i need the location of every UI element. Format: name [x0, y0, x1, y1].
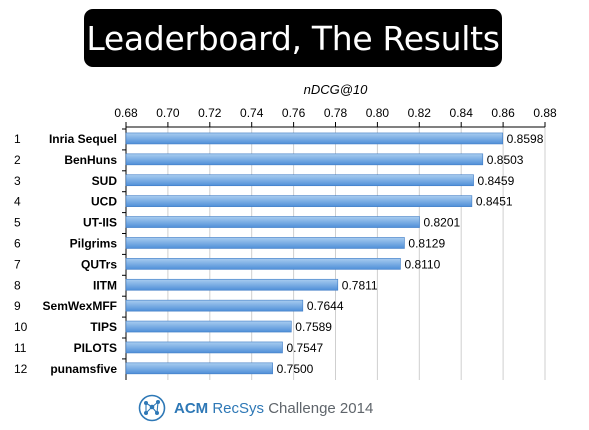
- page-title: Leaderboard, The Results: [86, 18, 500, 58]
- footer-branding: ACM RecSys Challenge 2014: [138, 393, 373, 423]
- x-tick-label: 0.88: [533, 106, 557, 120]
- bar: [125, 216, 420, 228]
- value-label: 0.7589: [295, 320, 332, 334]
- category-label: UT-IIS: [83, 216, 117, 230]
- rank-label: 7: [14, 257, 21, 271]
- value-label: 0.8598: [507, 132, 544, 146]
- bar: [125, 258, 401, 270]
- category-label: SemWexMFF: [43, 299, 117, 313]
- footer-text: ACM RecSys Challenge 2014: [174, 400, 373, 417]
- x-tick-label: 0.72: [198, 106, 222, 120]
- grid-lines: [125, 127, 546, 380]
- footer-challenge: Challenge 2014: [268, 399, 374, 417]
- value-label: 0.8110: [404, 257, 440, 271]
- footer-recsys: RecSys: [212, 399, 265, 417]
- x-tick-label: 0.80: [366, 106, 390, 120]
- x-axis-title: nDCG@10: [304, 82, 369, 97]
- x-tick-label: 0.70: [156, 106, 180, 120]
- rank-label: 11: [14, 341, 27, 355]
- rank-label: 6: [14, 236, 21, 250]
- category-label: Pilgrims: [70, 236, 118, 250]
- category-label: SUD: [92, 174, 118, 188]
- category-label: punamsfive: [50, 362, 117, 376]
- bar: [125, 299, 304, 312]
- value-label: 0.7500: [277, 362, 314, 376]
- footer-acm: ACM: [174, 399, 209, 417]
- rank-label: 2: [14, 153, 21, 167]
- bar: [125, 174, 474, 187]
- rank-label: 1: [14, 132, 21, 146]
- x-tick-label: 0.84: [450, 106, 474, 120]
- rank-label: 5: [14, 216, 21, 230]
- x-tick-label: 0.74: [240, 106, 264, 120]
- value-label: 0.8201: [424, 216, 461, 230]
- value-label: 0.7644: [307, 299, 344, 313]
- x-tick-label: 0.86: [491, 106, 515, 120]
- x-tick-label: 0.68: [114, 106, 138, 120]
- category-label: PILOTS: [74, 341, 117, 355]
- value-label: 0.8129: [408, 236, 445, 250]
- rank-label: 9: [14, 299, 21, 313]
- category-label: Inria Sequel: [49, 132, 117, 146]
- rank-label: 4: [14, 195, 21, 209]
- value-label: 0.7547: [286, 341, 323, 355]
- value-label: 0.8451: [476, 195, 513, 209]
- bar: [125, 278, 339, 291]
- value-label: 0.7811: [342, 278, 378, 292]
- bar: [125, 195, 473, 207]
- x-tick-label: 0.76: [282, 106, 306, 120]
- value-label: 0.8459: [478, 174, 515, 188]
- x-tick-label: 0.78: [324, 106, 348, 120]
- bars: [125, 132, 503, 375]
- category-label: TIPS: [90, 320, 117, 334]
- bar: [125, 341, 283, 354]
- rank-label: 3: [14, 174, 21, 188]
- labels: nDCG@100.68 0.70 0.72 0.74 0.76 0.78 0.80 0.82 0…: [14, 82, 557, 376]
- category-label: IITM: [93, 278, 117, 292]
- bar: [125, 153, 484, 166]
- bar: [125, 320, 292, 333]
- bar: [125, 132, 503, 145]
- rank-label: 10: [14, 320, 28, 334]
- category-label: UCD: [91, 195, 117, 209]
- category-label: BenHuns: [64, 153, 117, 167]
- value-label: 0.8503: [487, 153, 524, 167]
- x-tick-label: 0.82: [408, 106, 432, 120]
- bar: [125, 362, 273, 375]
- category-label: QUTrs: [81, 257, 117, 271]
- rank-label: 12: [14, 362, 28, 376]
- recsys-network-icon: [138, 394, 166, 422]
- axes: [122, 122, 546, 380]
- title-banner: Leaderboard, The Results: [84, 9, 502, 67]
- rank-label: 8: [14, 278, 21, 292]
- bar: [125, 237, 405, 249]
